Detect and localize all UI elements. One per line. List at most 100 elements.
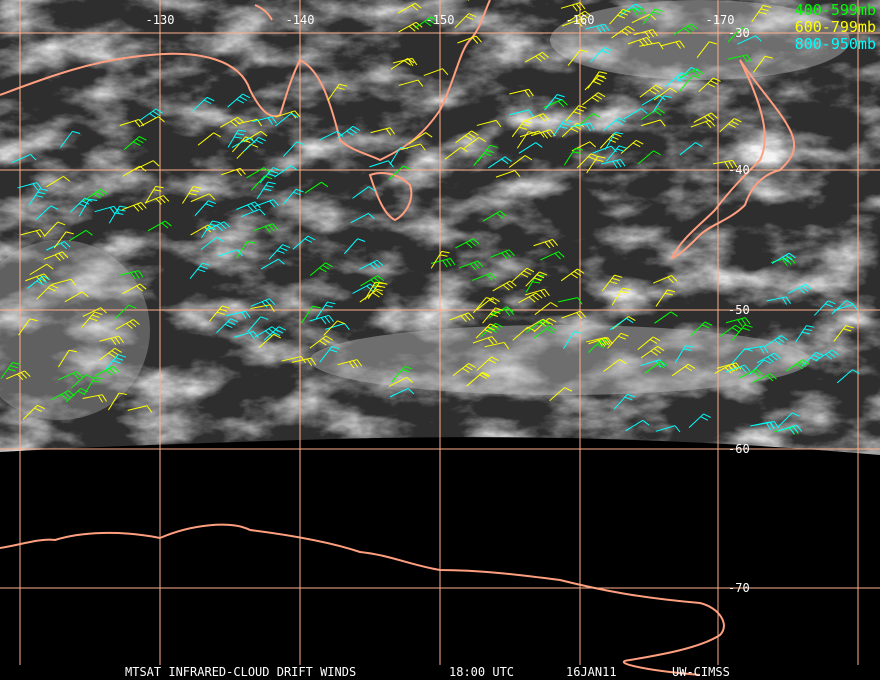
barb-staff	[325, 323, 345, 330]
date: 16JAN11	[566, 665, 617, 679]
barb-staff	[738, 368, 757, 379]
barb-staff	[549, 387, 566, 402]
wind-barb	[586, 155, 606, 174]
barb-tick	[542, 319, 550, 325]
barb-staff	[243, 130, 262, 143]
barb-staff	[27, 275, 44, 289]
barb-tick	[579, 2, 586, 10]
barb-tick	[514, 170, 521, 177]
wind-barb	[94, 366, 120, 377]
barb-staff	[833, 325, 847, 342]
barb-staff	[714, 363, 733, 374]
barb-tick	[741, 318, 747, 326]
barb-tick	[118, 392, 127, 396]
barb-tick	[675, 41, 681, 49]
barb-tick	[755, 35, 762, 42]
barb-staff	[754, 420, 775, 426]
barb-tick	[509, 280, 517, 287]
barb-tick	[94, 311, 103, 315]
barb-staff	[28, 188, 41, 206]
barb-tick	[627, 25, 635, 32]
barb-staff	[637, 150, 654, 165]
barb-tick	[703, 413, 712, 418]
barb-tick	[373, 277, 381, 284]
barb-tick	[272, 199, 279, 206]
barb-tick	[495, 120, 502, 128]
barb-staff	[586, 336, 606, 343]
barb-tick	[36, 276, 43, 283]
barb-staff	[652, 275, 672, 284]
barb-tick	[619, 11, 628, 16]
barb-staff	[777, 424, 797, 432]
barb-tick	[616, 148, 625, 152]
barb-tick	[580, 18, 587, 26]
wind-barb	[268, 244, 291, 260]
barb-tick	[696, 68, 704, 75]
barb-tick	[478, 136, 487, 143]
barb-tick	[241, 311, 247, 319]
wind-barb	[444, 146, 468, 160]
barb-staff	[641, 94, 660, 106]
barb-tick	[642, 38, 649, 46]
barb-staff	[119, 119, 140, 126]
barb-tick	[267, 181, 276, 185]
wind-barb	[221, 167, 246, 177]
barb-tick	[652, 29, 658, 37]
wind-barb	[525, 271, 548, 287]
barb-tick	[81, 200, 90, 205]
barb-staff	[719, 118, 735, 133]
barb-staff	[533, 238, 553, 247]
barb-staff	[693, 112, 712, 123]
barb-tick	[464, 135, 473, 141]
barb-tick	[70, 278, 77, 286]
barb-tick	[81, 291, 89, 298]
barb-staff	[236, 241, 248, 259]
barb-tick	[618, 117, 627, 123]
barb-tick	[85, 374, 94, 379]
barb-staff	[25, 273, 45, 282]
barb-staff	[785, 359, 803, 372]
barb-staff	[226, 310, 246, 317]
wind-barb	[814, 300, 836, 316]
barb-tick	[193, 186, 202, 189]
wind-barb	[336, 125, 361, 139]
wind-barb	[693, 112, 718, 123]
barb-tick	[801, 285, 809, 292]
barb-tick	[138, 270, 144, 278]
barb-staff	[46, 175, 64, 188]
barb-staff	[6, 370, 25, 380]
wind-barb	[511, 120, 533, 138]
barb-tick	[504, 250, 512, 258]
barb-staff	[764, 335, 782, 348]
wind-barb	[526, 319, 550, 333]
barb-tick	[766, 422, 772, 431]
barb-staff	[561, 122, 578, 138]
barb-staff	[560, 268, 578, 282]
barb-staff	[246, 167, 265, 179]
barb-tick	[322, 337, 330, 344]
barb-tick	[133, 319, 140, 326]
barb-tick	[802, 359, 810, 365]
wind-barb	[674, 345, 694, 364]
barb-tick	[119, 205, 128, 209]
barb-tick	[558, 251, 565, 258]
barb-tick	[64, 241, 71, 248]
barb-tick	[619, 359, 627, 365]
wind-barb	[227, 129, 247, 148]
wind-barb	[234, 330, 259, 340]
wind-barb	[754, 420, 780, 431]
barb-tick	[136, 285, 143, 292]
wind-barb	[764, 335, 789, 348]
wind-barb	[525, 288, 550, 298]
barb-staff	[600, 159, 621, 165]
barb-staff	[563, 331, 575, 350]
barb-tick	[542, 113, 549, 120]
wind-barb	[519, 130, 545, 138]
barb-staff	[543, 99, 562, 109]
wind-barb	[250, 304, 275, 312]
barb-tick	[236, 133, 245, 136]
barb-staff	[243, 137, 259, 152]
barb-tick	[64, 392, 72, 399]
barb-staff	[29, 263, 48, 276]
barb-staff	[64, 291, 83, 303]
